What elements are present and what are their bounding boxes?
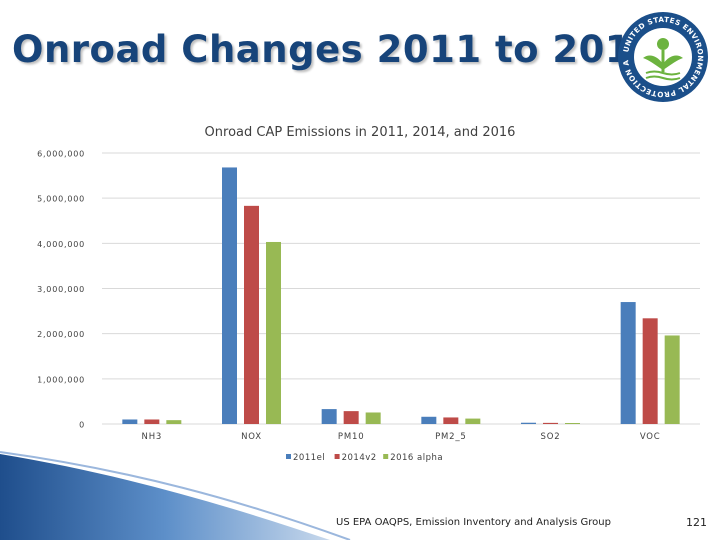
y-tick-label: 3,000,000 xyxy=(37,285,85,294)
emissions-chart: Onroad CAP Emissions in 2011, 2014, and … xyxy=(37,125,700,463)
y-tick-label: 4,000,000 xyxy=(37,240,85,249)
legend-swatch xyxy=(286,454,291,459)
legend-swatch xyxy=(334,454,340,459)
bar-nh3-2014v2 xyxy=(144,419,160,424)
x-tick-label: PM10 xyxy=(338,432,364,442)
bar-voc-2011el xyxy=(620,302,636,424)
bar-voc-2014v2 xyxy=(642,318,658,424)
chart-title: Onroad CAP Emissions in 2011, 2014, and … xyxy=(205,125,516,140)
bar-nox-2014v2 xyxy=(244,205,259,424)
footer-swoosh xyxy=(0,451,351,540)
y-tick-label: 0 xyxy=(79,421,85,430)
bar-nox-2016-alpha xyxy=(266,241,281,424)
x-axis-tick-labels: NH3 NOX PM10 PM2_5 SO2 VOC xyxy=(142,432,661,442)
legend-label: 2011el xyxy=(293,453,325,463)
legend: 2011el 2014v2 2016 alpha xyxy=(286,453,443,463)
footer-text: US EPA OAQPS, Emission Inventory and Ana… xyxy=(336,517,611,528)
bar-nox-2011el xyxy=(222,167,237,424)
legend-swatch xyxy=(383,454,389,459)
x-tick-label: NH3 xyxy=(142,432,163,442)
bar-layer xyxy=(122,167,680,424)
bar-nh3-2016-alpha xyxy=(166,420,182,424)
y-axis-tick-labels: 0 1,000,000 2,000,000 3,000,000 4,000,000 5,0… xyxy=(37,150,85,430)
bar-so2-2016-alpha xyxy=(565,423,580,424)
bar-pm2-5-2016-alpha xyxy=(465,418,481,424)
y-tick-label: 5,000,000 xyxy=(37,195,85,204)
bar-pm2-5-2011el xyxy=(421,416,437,424)
logo-plant-icon xyxy=(643,38,683,81)
bar-pm2-5-2014v2 xyxy=(443,417,459,424)
bar-so2-2011el xyxy=(521,422,536,424)
x-tick-label: VOC xyxy=(640,432,661,442)
legend-label: 2014v2 xyxy=(342,453,377,463)
y-tick-label: 2,000,000 xyxy=(37,330,85,339)
y-tick-label: 6,000,000 xyxy=(37,150,85,159)
x-tick-label: PM2_5 xyxy=(435,432,467,442)
y-tick-label: 1,000,000 xyxy=(37,375,85,384)
bar-pm10-2011el xyxy=(321,409,337,424)
bar-voc-2016-alpha xyxy=(664,335,680,424)
epa-logo: UNITED STATES ENVIRONMENTAL PROTECTION A… xyxy=(616,10,708,102)
bar-pm10-2016-alpha xyxy=(365,412,381,424)
bar-nh3-2011el xyxy=(122,419,138,424)
x-tick-label: SO2 xyxy=(541,432,561,442)
page-number: 121 xyxy=(686,516,707,529)
grid-layer xyxy=(102,152,700,425)
bar-so2-2014v2 xyxy=(543,422,558,424)
legend-label: 2016 alpha xyxy=(390,453,443,463)
x-tick-label: NOX xyxy=(241,432,262,442)
slide-title: Onroad Changes 2011 to 2016 xyxy=(12,28,658,71)
bar-pm10-2014v2 xyxy=(343,411,359,424)
